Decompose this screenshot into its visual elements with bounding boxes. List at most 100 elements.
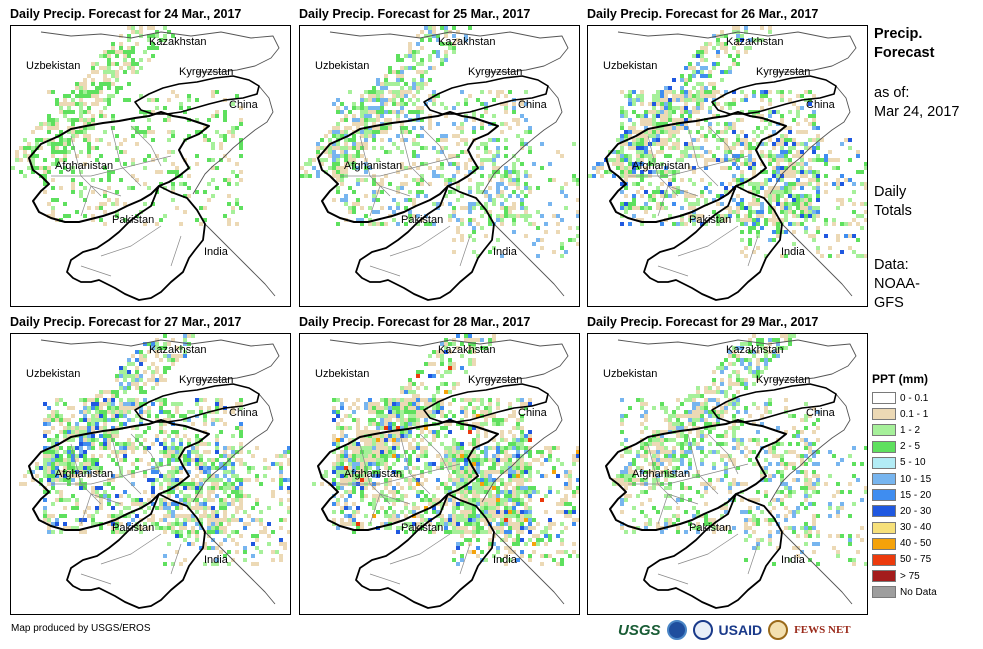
- legend-swatch: [872, 537, 896, 550]
- map-label-china: China: [229, 99, 258, 111]
- china-border: [192, 393, 274, 503]
- map-label-uzbekistan: Uzbekistan: [315, 60, 370, 72]
- legend-item: No Data: [872, 584, 937, 600]
- map-label-pakistan: Pakistan: [689, 522, 732, 534]
- sidebar-title-line2: Forecast: [874, 45, 935, 61]
- legend-item: 5 - 10: [872, 455, 937, 471]
- map-label-kazakhstan: Kazakhstan: [726, 36, 784, 48]
- sidebar-data-source: Data: NOAA- GFS: [874, 256, 920, 313]
- legend-label: 20 - 30: [900, 505, 932, 517]
- province-lines: [340, 433, 461, 525]
- legend-swatch: [872, 570, 896, 583]
- noaa-logo-icon: [666, 620, 687, 640]
- map-label-kazakhstan: Kazakhstan: [438, 36, 496, 48]
- afghanistan-border: [28, 111, 210, 223]
- precip-cells: [312, 334, 579, 566]
- legend-item: 50 - 75: [872, 552, 937, 568]
- map-label-afghanistan: Afghanistan: [55, 468, 114, 480]
- map-label-afghanistan: Afghanistan: [632, 160, 691, 172]
- legend-label: 2 - 5: [900, 441, 921, 453]
- sidebar-totals-line2: Totals: [874, 203, 912, 219]
- legend-label: 0.1 - 1: [900, 408, 929, 420]
- map-label-pakistan: Pakistan: [401, 214, 444, 226]
- map-label-kyrgyzstan: Kyrgyzstan: [756, 66, 811, 78]
- legend-label: 40 - 50: [900, 538, 932, 550]
- afghanistan-border: [605, 419, 787, 531]
- sidebar-asof-line1: as of:: [874, 85, 910, 101]
- map-label-uzbekistan: Uzbekistan: [603, 368, 658, 380]
- legend-label: > 75: [900, 570, 920, 582]
- pakistan-border: [66, 493, 206, 609]
- precip-map: Kazakhstan Uzbekistan Kyrgyzstan China Afgha…: [299, 25, 580, 307]
- panel-title: Daily Precip. Forecast for 29 Mar., 2017: [587, 315, 819, 329]
- map-label-pakistan: Pakistan: [689, 214, 732, 226]
- province-lines: [340, 125, 461, 217]
- usaid-logo: USAID: [718, 622, 763, 638]
- afghanistan-border: [317, 111, 499, 223]
- china-border: [769, 85, 851, 195]
- afghanistan-border: [605, 111, 787, 223]
- forecast-panel: Daily Precip. Forecast for 25 Mar., 2017…: [299, 7, 582, 312]
- map-label-china: China: [229, 407, 258, 419]
- india-border: [493, 223, 565, 297]
- map-label-uzbekistan: Uzbekistan: [26, 368, 81, 380]
- legend-swatch: [872, 424, 896, 437]
- map-label-kazakhstan: Kazakhstan: [149, 36, 207, 48]
- legend-swatch: [872, 586, 896, 599]
- legend-label: 30 - 40: [900, 522, 932, 534]
- map-label-kyrgyzstan: Kyrgyzstan: [468, 66, 523, 78]
- map-label-india: India: [493, 246, 517, 258]
- map-label-uzbekistan: Uzbekistan: [26, 60, 81, 72]
- pakistan-border: [643, 493, 783, 609]
- map-graphic: [605, 334, 867, 609]
- map-label-afghanistan: Afghanistan: [55, 160, 114, 172]
- map-label-india: India: [204, 554, 228, 566]
- pakistan-border: [355, 185, 495, 301]
- legend-swatch: [872, 553, 896, 566]
- sidebar-asof: as of: Mar 24, 2017: [874, 84, 959, 122]
- map-label-kyrgyzstan: Kyrgyzstan: [468, 374, 523, 386]
- kazakhstan-border: [329, 31, 569, 73]
- map-label-india: India: [204, 246, 228, 258]
- map-graphic: [19, 334, 290, 609]
- legend-swatch: [872, 392, 896, 405]
- province-lines-pakistan: [369, 533, 471, 585]
- province-lines: [628, 433, 749, 525]
- sidebar-title-line1: Precip.: [874, 26, 923, 42]
- map-graphic: [11, 26, 280, 301]
- legend-swatch: [872, 440, 896, 453]
- panel-title: Daily Precip. Forecast for 27 Mar., 2017: [10, 315, 242, 329]
- legend-swatch: [872, 521, 896, 534]
- legend-item: 40 - 50: [872, 536, 937, 552]
- panel-title: Daily Precip. Forecast for 25 Mar., 2017: [299, 7, 531, 21]
- india-border: [204, 223, 276, 297]
- kazakhstan-border: [617, 339, 857, 381]
- precip-cells: [588, 26, 867, 258]
- forecast-panel: Daily Precip. Forecast for 24 Mar., 2017…: [10, 7, 293, 312]
- precip-map: Kazakhstan Uzbekistan Kyrgyzstan China Afgha…: [10, 333, 291, 615]
- map-label-uzbekistan: Uzbekistan: [315, 368, 370, 380]
- legend-swatch: [872, 408, 896, 421]
- legend-item: 30 - 40: [872, 520, 937, 536]
- india-border: [204, 531, 276, 605]
- map-label-china: China: [806, 407, 835, 419]
- india-border: [493, 531, 565, 605]
- precip-map: Kazakhstan Uzbekistan Kyrgyzstan China Afgha…: [587, 25, 868, 307]
- legend-item: 1 - 2: [872, 422, 937, 438]
- legend-item: > 75: [872, 568, 937, 584]
- legend-item: 15 - 20: [872, 487, 937, 503]
- legend-title: PPT (mm): [872, 372, 929, 386]
- sidebar-title: Precip. Forecast: [874, 25, 934, 63]
- province-lines-pakistan: [80, 225, 182, 277]
- sidebar-data-line1: Data:: [874, 257, 909, 273]
- legend: PPT (mm) 0 - 0.1 0.1 - 1 1 - 2 2 - 5 5 - 10 1…: [872, 372, 937, 600]
- legend-label: 0 - 0.1: [900, 392, 929, 404]
- map-label-kyrgyzstan: Kyrgyzstan: [179, 374, 234, 386]
- forecast-panel: Daily Precip. Forecast for 28 Mar., 2017…: [299, 315, 582, 620]
- afghanistan-border: [28, 419, 210, 531]
- map-label-pakistan: Pakistan: [401, 522, 444, 534]
- legend-label: 50 - 75: [900, 554, 932, 566]
- map-label-afghanistan: Afghanistan: [344, 160, 403, 172]
- precip-map: Kazakhstan Uzbekistan Kyrgyzstan China Afgha…: [10, 25, 291, 307]
- india-border: [781, 223, 853, 297]
